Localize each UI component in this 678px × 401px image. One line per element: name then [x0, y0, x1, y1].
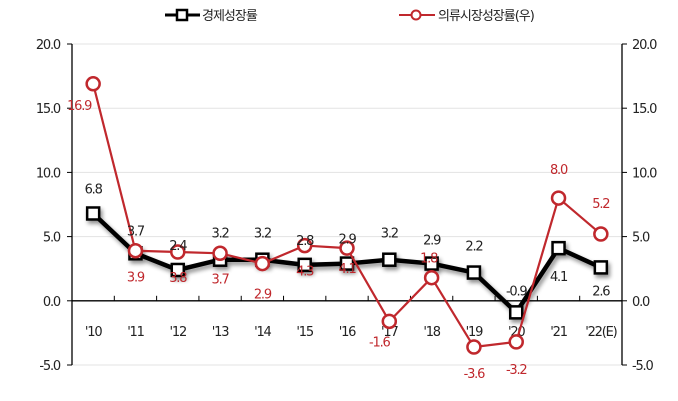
y-tick-label-right: -5.0 — [632, 359, 653, 374]
y-tick-label-right: 5.0 — [632, 231, 650, 246]
data-label-gdp: 3.2 — [381, 227, 398, 242]
x-category-label: '21 — [550, 325, 567, 340]
x-category-label: '17 — [381, 325, 398, 340]
x-category-label: '14 — [254, 325, 271, 340]
data-label-gdp: -0.9 — [506, 284, 527, 299]
y-tick-label-left: 10.0 — [36, 166, 61, 181]
circle-marker-icon — [127, 242, 144, 259]
x-category-label: '11 — [127, 325, 144, 340]
data-label-gdp: 2.9 — [423, 234, 441, 249]
legend: 경제성장률 의류시장성장률(우) — [165, 8, 535, 24]
data-label-apparel: -3.6 — [464, 367, 485, 382]
data-label-gdp: 3.2 — [254, 227, 271, 242]
x-category-label: '10 — [85, 325, 102, 340]
legend-circle-marker-icon — [410, 9, 422, 21]
square-marker-icon — [466, 265, 482, 280]
circle-marker-icon — [254, 255, 271, 272]
y-tick-label-right: 15.0 — [632, 102, 657, 117]
data-label-apparel: 2.9 — [254, 288, 272, 303]
y-tick-label-right: 0.0 — [632, 295, 650, 310]
circle-marker-icon — [550, 190, 567, 206]
circle-marker-icon — [212, 245, 228, 262]
circle-marker-icon — [423, 269, 440, 286]
x-category-label: '19 — [466, 325, 483, 340]
legend-item-apparel: 의류시장성장률(우) — [399, 9, 535, 24]
y-axis-left-ticks: 20.0 15.0 10.0 5.0 0.0 -5.0 — [36, 38, 62, 374]
y-tick-label-left: 0.0 — [43, 295, 61, 310]
y-tick-label-left: 20.0 — [36, 38, 61, 53]
legend-square-marker-icon — [175, 8, 189, 22]
legend-item-gdp: 경제성장률 — [165, 8, 259, 24]
series-apparel-market-growth — [85, 76, 609, 355]
square-marker-icon — [593, 260, 609, 275]
circle-marker-icon — [296, 237, 313, 254]
data-label-apparel: 5.2 — [592, 197, 609, 212]
data-label-gdp: 2.6 — [592, 284, 610, 299]
data-label-gdp: 4.1 — [550, 270, 568, 285]
legend-label-apparel: 의류시장성장률(우) — [438, 9, 534, 24]
data-label-gdp: 2.8 — [296, 234, 314, 249]
square-marker-icon — [382, 252, 397, 267]
gridlines — [72, 43, 622, 366]
y-axis-right-ticks: 20.0 15.0 10.0 5.0 0.0 -5.0 — [632, 38, 658, 374]
circle-marker-icon — [381, 313, 398, 330]
data-label-gdp: 6.8 — [85, 182, 103, 197]
y-tick-label-right: 10.0 — [632, 166, 657, 181]
square-marker-icon — [424, 256, 439, 271]
data-label-gdp: 3.2 — [212, 227, 229, 242]
data-label-apparel: 3.9 — [127, 271, 145, 286]
circle-marker-icon — [170, 244, 186, 260]
data-label-apparel: 3.7 — [212, 272, 230, 287]
data-labels: 6.8 3.7 2.4 3.2 3.2 2.8 2.9 3.2 2.9 2.2 -0.9 4.1 2.6… — [67, 99, 611, 382]
circle-marker-icon — [508, 334, 524, 350]
data-label-apparel: 4.3 — [296, 265, 314, 280]
legend-label-gdp: 경제성장률 — [202, 9, 258, 24]
x-axis-categories: '10'11'12'13'14'15'16'17'18'19'20'21'22(… — [85, 325, 618, 340]
x-category-label: '22(E) — [585, 325, 616, 340]
x-category-label: '13 — [212, 325, 229, 340]
circle-marker-icon — [593, 226, 609, 242]
y-tick-label-left: -5.0 — [39, 359, 60, 374]
data-label-apparel: -3.2 — [506, 363, 527, 378]
data-label-apparel: 8.0 — [550, 163, 568, 178]
square-marker-icon — [297, 257, 312, 273]
square-marker-icon — [85, 206, 101, 221]
data-label-apparel: 16.9 — [67, 99, 92, 114]
axes — [67, 43, 627, 366]
data-label-gdp: 2.9 — [338, 233, 356, 248]
data-label-gdp: 2.4 — [169, 239, 187, 254]
square-marker-icon — [508, 305, 524, 320]
circle-marker-icon — [339, 240, 355, 256]
y-tick-label-left: 5.0 — [43, 231, 61, 246]
y-tick-label-right: 20.0 — [632, 38, 657, 53]
data-label-apparel: 3.8 — [169, 271, 187, 286]
x-category-label: '18 — [423, 325, 440, 340]
x-category-label: '15 — [296, 325, 313, 340]
data-label-apparel: 4.1 — [338, 262, 356, 277]
x-category-label: '16 — [339, 325, 356, 340]
data-label-gdp: 2.2 — [465, 240, 482, 255]
circle-marker-icon — [85, 76, 101, 92]
square-marker-icon — [551, 240, 566, 256]
data-label-apparel: 1.8 — [420, 252, 438, 267]
circle-marker-icon — [466, 339, 482, 355]
data-label-gdp: 3.7 — [127, 224, 145, 239]
square-marker-icon — [170, 262, 186, 278]
square-marker-icon — [339, 256, 355, 271]
y-tick-label-left: 15.0 — [36, 102, 61, 117]
data-label-apparel: -1.6 — [369, 335, 390, 350]
x-category-label: '12 — [170, 325, 187, 340]
